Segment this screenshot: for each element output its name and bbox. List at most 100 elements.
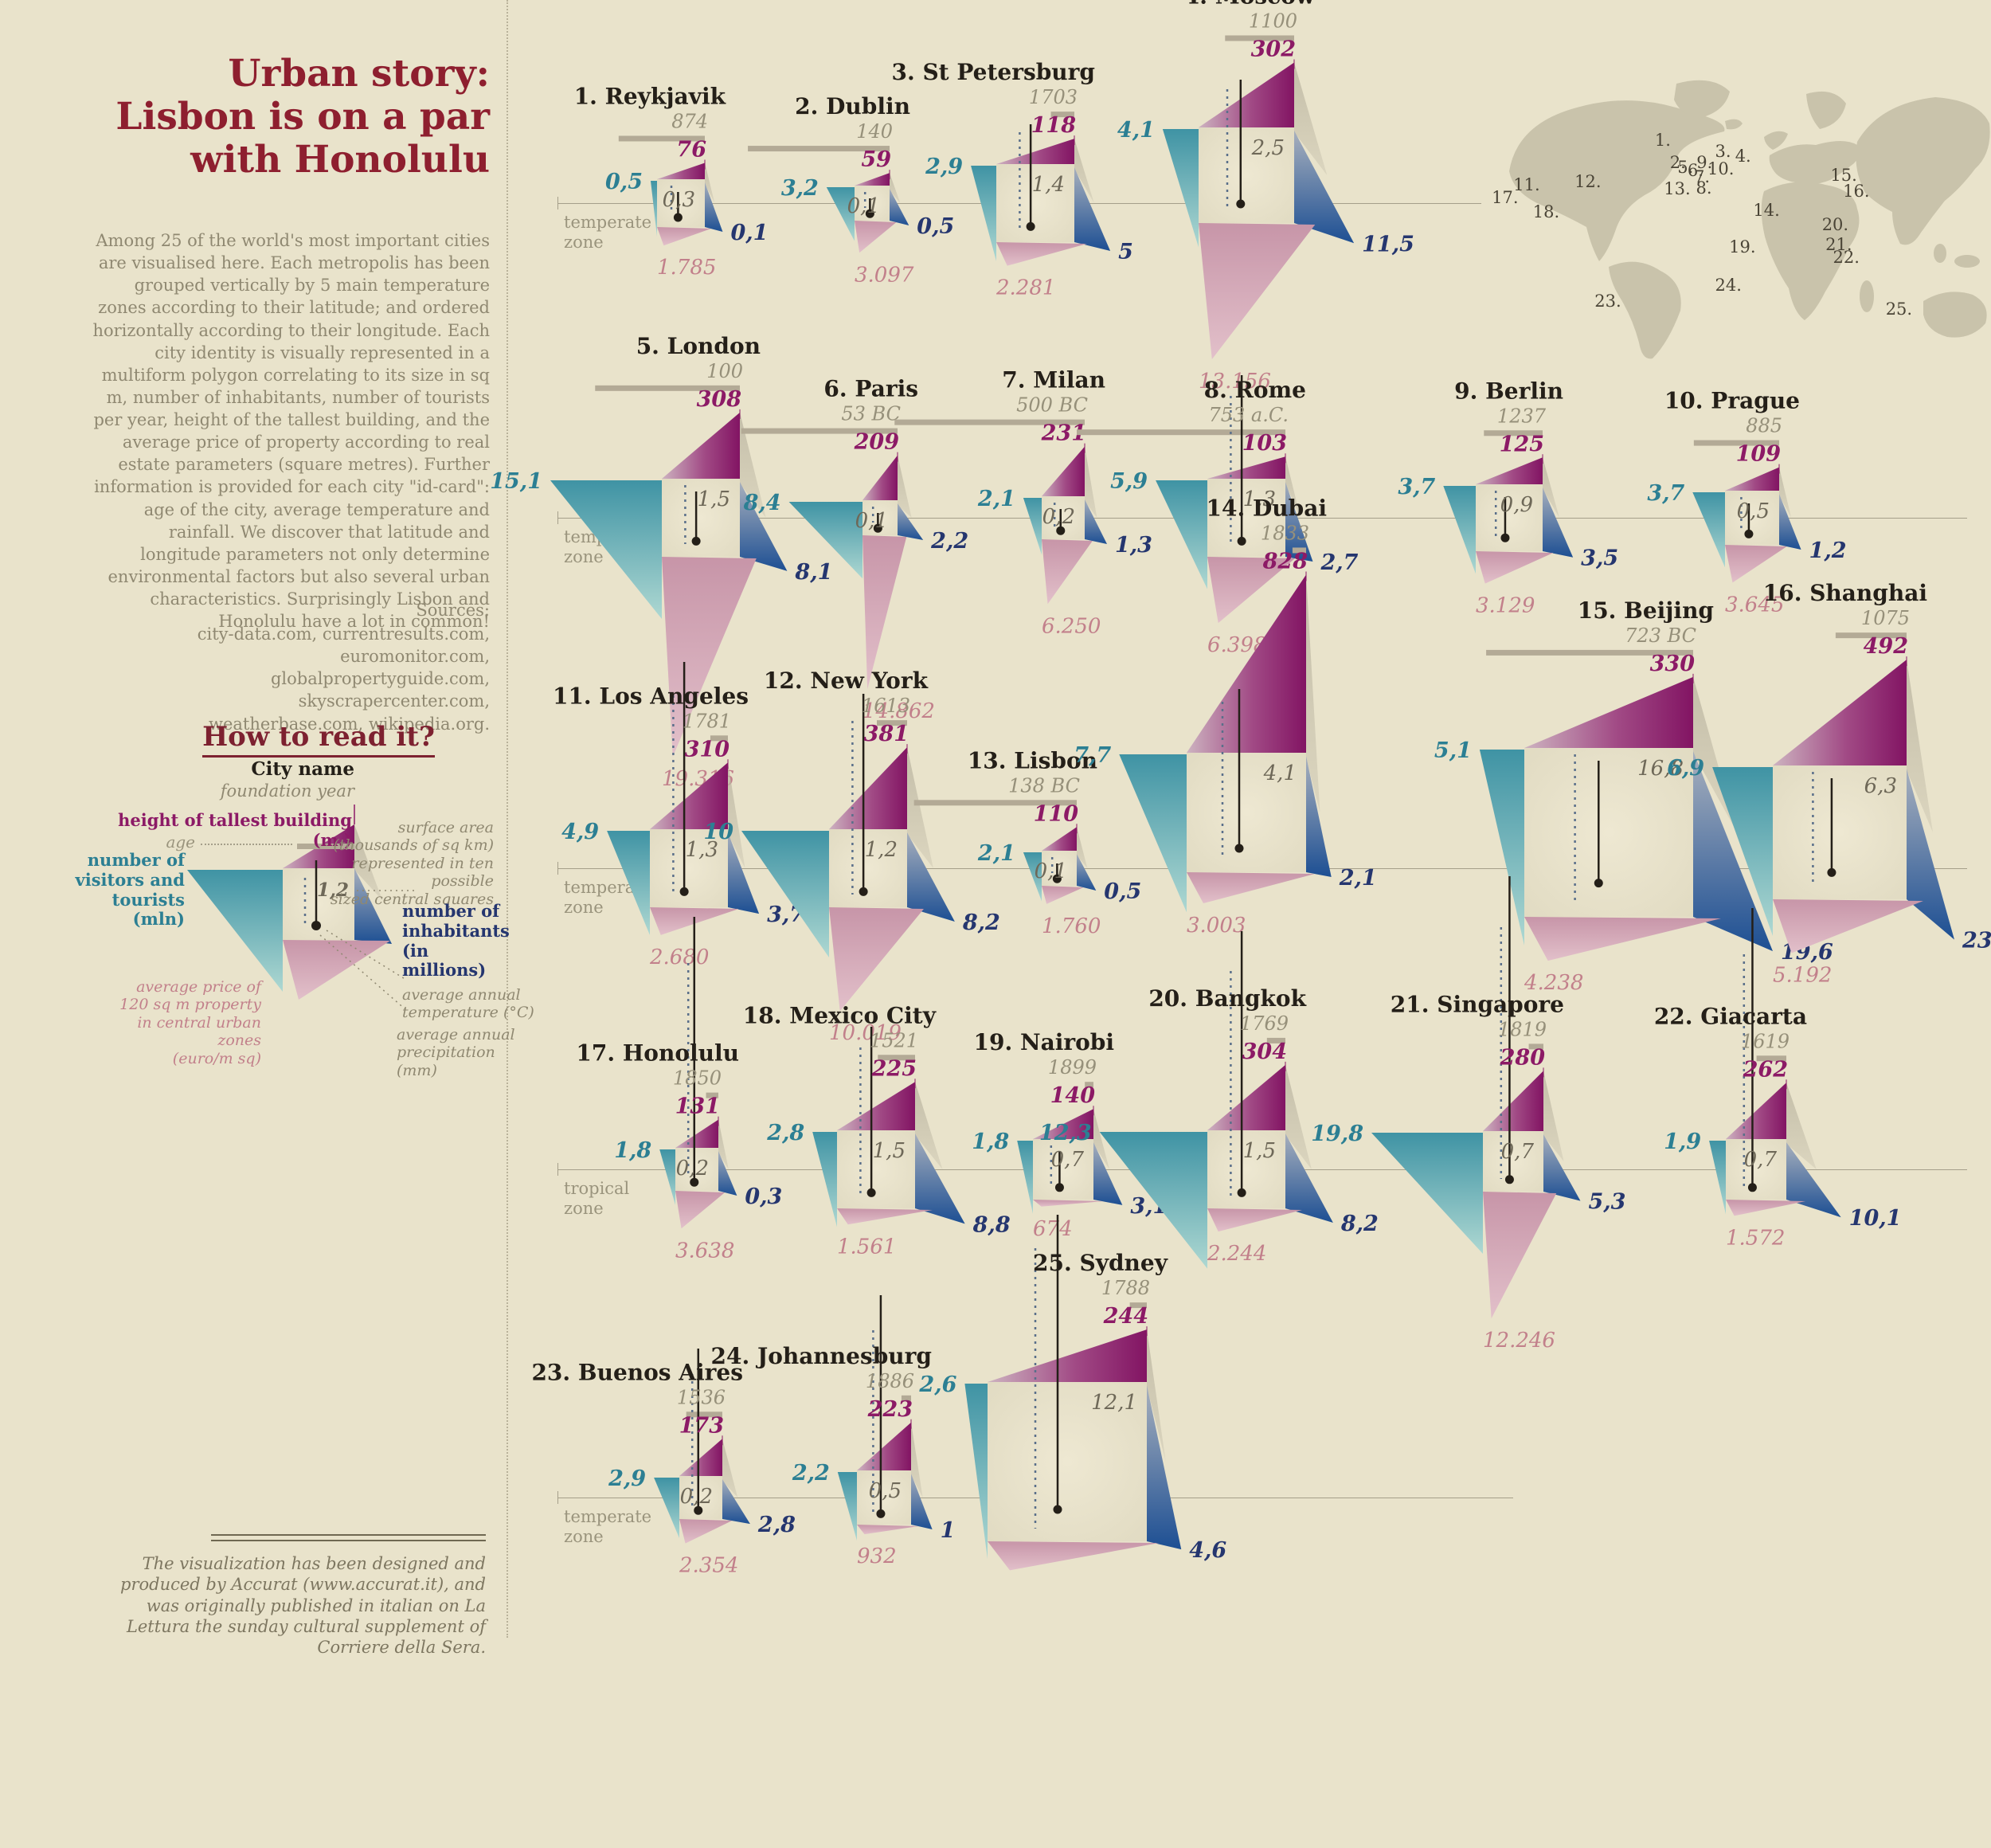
world-map-silhouette [1509, 80, 1990, 359]
map-marker-21: 21. [1825, 235, 1852, 255]
city-name: 2. Dublin [795, 93, 910, 119]
legend-visitors-label: number of visitors and tourists (mln) [75, 850, 185, 930]
map-scandinavia [1806, 91, 1846, 129]
age-bar [913, 800, 1077, 806]
inhabitants-label: 1,3 [1115, 533, 1152, 558]
visitors-label: 2,1 [977, 841, 1015, 866]
foundation-year: 1521 [870, 1029, 918, 1051]
map-marker-3: 3. [1715, 142, 1731, 161]
foundation-year: 53 BC [841, 403, 901, 425]
height-triangle [1476, 457, 1543, 484]
age-bar [741, 428, 898, 434]
height-label: 110 [1034, 801, 1079, 826]
inhabitants-label: 8,2 [962, 910, 1000, 935]
price-triangle [1476, 551, 1554, 584]
price-label: 2.680 [649, 946, 709, 969]
surface-square [1207, 479, 1285, 557]
height-label: 125 [1500, 432, 1544, 456]
inhabitants-label: 4,6 [1189, 1538, 1226, 1563]
price-triangle [863, 535, 907, 690]
legend-age-bar [297, 844, 354, 849]
shadow-triangle [915, 1082, 943, 1169]
city-glyph-moscow: 4. Moscow 1100 302 4,1 2,5 11,5 13.156 [1117, 0, 1414, 393]
temperature-dot [673, 213, 683, 222]
visitors-label: 3,7 [1647, 481, 1684, 506]
shadow-triangle [1786, 1083, 1817, 1169]
map-marker-16: 16. [1843, 182, 1870, 201]
inhabitants-triangle [722, 1479, 750, 1525]
legend-shadow-triangle [354, 824, 382, 900]
visitors-label: 6,9 [1667, 756, 1704, 781]
surface-square [996, 164, 1074, 242]
visitors-label: 8,4 [743, 491, 781, 515]
price-label: 2.244 [1207, 1242, 1266, 1266]
temperature-dot [866, 1188, 876, 1197]
price-triangle [662, 557, 757, 758]
shadow-triangle [1147, 1329, 1166, 1462]
legend-precipitation-label: average annual precipitation (mm) [397, 1026, 515, 1079]
surface-label: 0,7 [1501, 1140, 1535, 1164]
city-name: 9. Berlin [1454, 378, 1563, 404]
inhabitants-label: 2,7 [1320, 550, 1358, 575]
age-bar [894, 419, 1085, 425]
legend-precip-connector [319, 934, 407, 1011]
temperature-dot [1234, 844, 1244, 853]
visitors-label: 2,2 [792, 1461, 830, 1486]
inhabitants-label: 2,1 [1339, 866, 1377, 891]
shadow-triangle [740, 412, 766, 518]
city-glyph-milan: 7. Milan 500 BC 231 2,1 0,2 1,3 6.250 [894, 367, 1152, 638]
map-british-isles [1764, 131, 1788, 150]
price-label: 674 [1033, 1217, 1073, 1241]
city-name: 25. Sydney [1033, 1250, 1168, 1276]
city-glyph-bangkok: 20. Bangkok 1769 304 12,3 1,5 8,2 2.244 [1039, 931, 1379, 1269]
foundation-year: 1788 [1101, 1277, 1150, 1299]
visitors-label: 4,9 [561, 820, 599, 844]
temperature-dot [1053, 1505, 1062, 1514]
surface-label: 1,5 [1243, 1139, 1276, 1163]
surface-square [837, 1130, 915, 1208]
inhabitants-triangle [1907, 769, 1954, 940]
foundation-year: 1075 [1861, 607, 1910, 629]
map-south-america [1609, 261, 1681, 359]
price-triangle [1483, 1192, 1557, 1319]
surface-label: 0,2 [1042, 505, 1075, 529]
height-label: 304 [1242, 1040, 1287, 1064]
foundation-year: 1833 [1261, 522, 1309, 544]
price-triangle [829, 907, 924, 1012]
surface-label: 0,9 [1500, 493, 1533, 517]
surface-label: 0,7 [1744, 1148, 1778, 1172]
price-triangle [855, 221, 897, 253]
legend-visitors-triangle [187, 870, 283, 992]
city-glyph-sydney: 25. Sydney 1788 244 2,6 12,1 4,6 [918, 1215, 1226, 1571]
temperature-dot [873, 523, 882, 533]
age-bar [1050, 112, 1074, 118]
price-triangle [1033, 1200, 1104, 1207]
city-glyph-prague: 10. Prague 885 109 3,7 0,5 1,2 3.645 [1647, 388, 1846, 617]
inhabitants-triangle [1294, 131, 1355, 244]
map-africa [1761, 182, 1860, 320]
city-name: 22. Giacarta [1654, 1003, 1807, 1029]
visitors-label: 2,1 [977, 487, 1015, 511]
zone-label-temperate: temperate zone [564, 1507, 652, 1547]
city-glyph-new-york: 12. New York 1613 381 10 1,2 8,2 10.019 [703, 668, 1000, 1045]
visitors-label: 2,9 [925, 155, 963, 179]
visitors-label: 0,5 [605, 170, 643, 194]
foundation-year: 1899 [1048, 1056, 1097, 1079]
temperature-dot [1237, 536, 1246, 546]
map-europe [1769, 141, 1860, 185]
price-triangle [1726, 1200, 1806, 1216]
age-bar [1484, 430, 1543, 437]
inhabitants-triangle [1285, 1133, 1333, 1224]
price-label: 3.097 [855, 263, 914, 287]
age-bar [1077, 429, 1285, 436]
surface-square [662, 479, 740, 557]
surface-label: 1,4 [1032, 173, 1065, 197]
title-line-2: Lisbon is on a par [115, 95, 490, 139]
temperature-dot [1052, 874, 1062, 883]
visitors-label: 12,3 [1039, 1121, 1092, 1145]
city-name: 14. Dubai [1207, 495, 1327, 521]
height-label: 209 [854, 430, 900, 455]
temperature-dot [690, 1177, 699, 1187]
legend-price-triangle [283, 940, 390, 1000]
surface-label: 0,1 [847, 194, 880, 218]
